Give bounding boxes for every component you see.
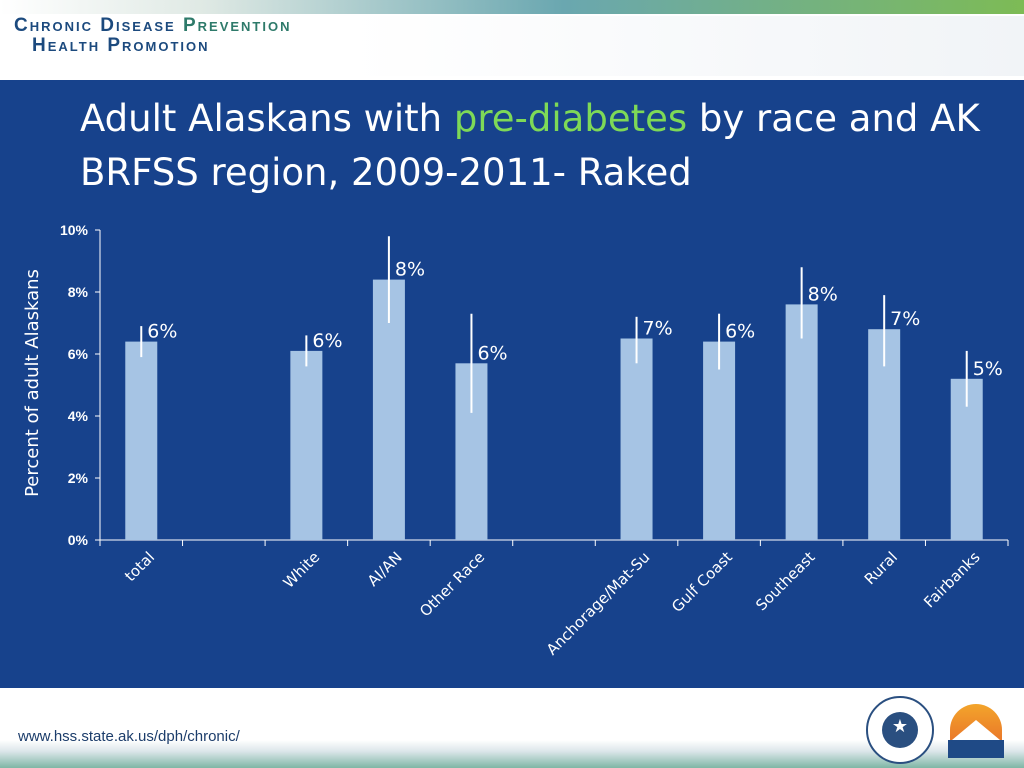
org-line1-a: Chronic Disease (14, 15, 183, 36)
y-tick-label: 2% (68, 470, 89, 486)
bar (703, 341, 736, 540)
mountain-icon (952, 720, 1000, 740)
title-part1: Adult Alaskans with (80, 97, 454, 140)
data-label: 8% (395, 259, 425, 281)
bar (125, 341, 158, 540)
x-tick-label: Gulf Coast (668, 548, 736, 616)
footer-gradient-bar (0, 740, 1024, 768)
y-tick-label: 10% (60, 222, 89, 238)
y-axis-title: Percent of adult Alaskans (22, 269, 43, 497)
seal-inner (882, 712, 918, 748)
data-label: 7% (890, 308, 920, 330)
x-tick-label: total (121, 548, 158, 585)
state-of-alaska-seal-logo: ★ (866, 696, 934, 764)
data-label: 6% (477, 342, 507, 364)
slide-title: Adult Alaskans with pre-diabetes by race… (80, 92, 980, 200)
bar (290, 350, 323, 540)
x-tick-label: Anchorage/Mat-Su (543, 548, 654, 659)
x-tick-label: Rural (861, 548, 901, 588)
star-icon: ★ (891, 716, 909, 737)
footer-url[interactable]: www.hss.state.ak.us/dph/chronic/ (18, 728, 240, 745)
public-health-logo-box (948, 740, 1004, 758)
x-tick-label: AI/AN (364, 548, 406, 590)
y-tick-label: 0% (68, 532, 89, 548)
y-tick-label: 8% (68, 284, 89, 300)
bar-chart: 0% 2% 4% 6% 8% 10% Percent of adult Alaskans 6%… (22, 222, 1009, 659)
org-line1-b: Prevention (182, 15, 292, 36)
header-gradient-bar (0, 0, 1024, 14)
data-label: 8% (808, 283, 838, 305)
data-label: 6% (312, 330, 342, 352)
title-part2: by race and AK BRFSS region, 2009-2011- … (80, 97, 980, 194)
org-line2: Health Promotion (32, 35, 210, 56)
x-tick-label: White (280, 548, 324, 592)
x-tick-label: Southeast (752, 548, 818, 614)
y-tick-label: 6% (68, 346, 89, 362)
bar (620, 338, 653, 540)
y-tick-label: 4% (68, 408, 89, 424)
data-label: 6% (725, 321, 755, 343)
bar (785, 304, 818, 540)
x-tick-label: Fairbanks (920, 548, 983, 611)
data-label: 5% (973, 358, 1003, 380)
data-label: 6% (147, 321, 177, 343)
data-label: 7% (643, 318, 673, 340)
x-tick-label: Other Race (416, 548, 488, 620)
title-highlight: pre-diabetes (453, 97, 688, 140)
org-logo-text: Chronic Disease Prevention Health Promot… (14, 16, 291, 56)
header-fade (350, 16, 1024, 76)
public-health-logo (944, 700, 1008, 760)
slide-panel (0, 80, 1024, 688)
